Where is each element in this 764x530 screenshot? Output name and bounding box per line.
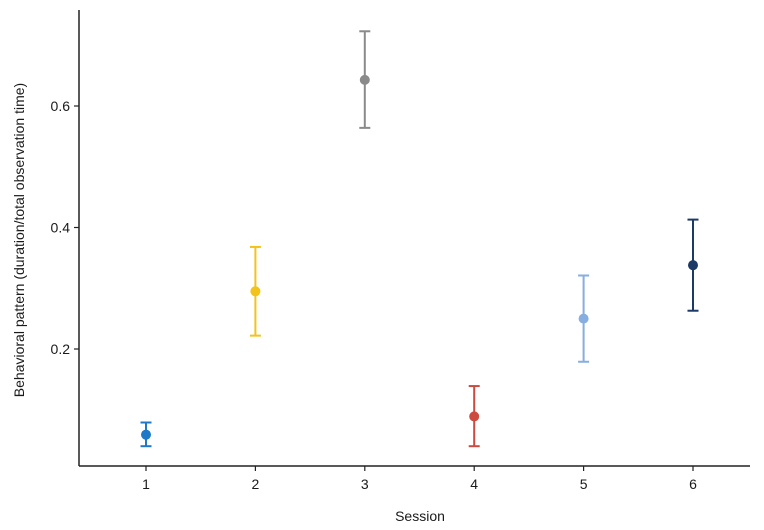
x-tick-label: 5 (580, 476, 588, 492)
y-tick-label: 0.4 (51, 220, 71, 236)
data-point (250, 286, 261, 297)
y-ticks: 0.2 0.4 0.6 (51, 98, 79, 357)
y-tick-label: 0.6 (51, 98, 71, 114)
x-tick-label: 3 (361, 476, 369, 492)
data-points (140, 30, 699, 448)
x-tick-label: 4 (470, 476, 478, 492)
y-tick-label: 0.2 (51, 341, 71, 357)
data-point (469, 411, 480, 422)
data-point-group (359, 30, 371, 129)
data-point-group (249, 245, 261, 337)
x-axis-title: Session (395, 508, 445, 524)
data-point (688, 260, 698, 271)
data-point-group (468, 385, 480, 448)
x-tick-label: 6 (689, 476, 697, 492)
data-point (359, 74, 370, 85)
data-point-group (578, 274, 590, 363)
x-tick-label: 2 (252, 476, 260, 492)
data-point (141, 429, 151, 440)
data-point (578, 313, 589, 324)
data-point-group (140, 421, 152, 448)
x-tick-label: 1 (142, 476, 150, 492)
y-axis-title: Behavioral pattern (duration/total obser… (11, 83, 27, 397)
data-point-group (687, 218, 699, 312)
x-ticks: 1 2 3 4 5 6 (142, 466, 697, 492)
